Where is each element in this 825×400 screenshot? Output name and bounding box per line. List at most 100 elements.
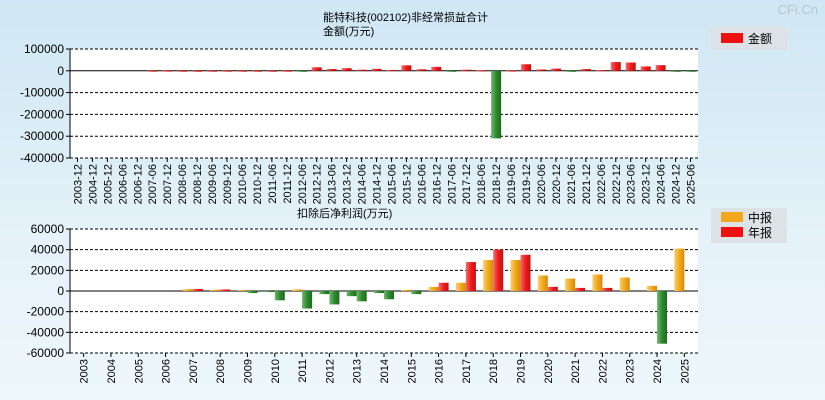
bar-interim bbox=[619, 277, 630, 291]
x-tick-label: 2015-06 bbox=[386, 164, 398, 204]
x-tick-label: 2022-12 bbox=[611, 164, 623, 204]
x-tick-label: 2010-06 bbox=[237, 164, 249, 204]
bar-interim bbox=[264, 291, 275, 292]
chart1-title: 能特科技(002102)非经常损益合计 bbox=[323, 10, 488, 24]
bar-annual bbox=[411, 291, 422, 295]
x-tick-label: 2021-12 bbox=[581, 164, 593, 204]
x-tick-label: 2018-12 bbox=[491, 164, 503, 204]
bar-amount bbox=[446, 70, 457, 72]
x-tick-label: 2010-12 bbox=[252, 164, 264, 204]
bar-amount bbox=[625, 62, 636, 71]
bar-amount bbox=[341, 68, 352, 71]
bar-amount bbox=[251, 70, 262, 72]
y-tick-label: -200000 bbox=[20, 107, 64, 121]
bar-annual bbox=[465, 262, 476, 291]
bar-amount bbox=[506, 70, 517, 72]
bar-interim bbox=[319, 291, 330, 295]
bar-annual bbox=[329, 291, 340, 305]
x-tick-label: 2024 bbox=[652, 359, 664, 383]
legend-swatch-amount bbox=[721, 33, 743, 43]
bar-annual bbox=[274, 291, 285, 301]
x-tick-label: 2022 bbox=[597, 359, 609, 383]
x-tick-label: 2011 bbox=[297, 359, 309, 383]
bar-interim bbox=[483, 260, 494, 291]
x-tick-label: 2007 bbox=[188, 359, 200, 383]
x-tick-label: 2005-12 bbox=[102, 164, 114, 204]
bar-amount bbox=[610, 62, 621, 71]
bar-interim bbox=[510, 260, 521, 291]
watermark: CFi.Cn bbox=[778, 2, 818, 17]
y-tick-label: -100000 bbox=[20, 86, 64, 100]
bar-amount bbox=[177, 70, 188, 72]
chart2-bars bbox=[182, 248, 685, 344]
bar-amount bbox=[326, 69, 337, 71]
x-tick-label: 2020 bbox=[543, 359, 555, 383]
bar-amount bbox=[670, 70, 681, 72]
x-tick-label: 2021 bbox=[570, 359, 582, 383]
x-tick-label: 2003 bbox=[79, 359, 91, 383]
bar-annual bbox=[302, 291, 313, 309]
y-tick-label: 40000 bbox=[31, 243, 65, 257]
x-tick-label: 2016 bbox=[434, 359, 446, 383]
x-tick-label: 2020-06 bbox=[536, 164, 548, 204]
x-tick-label: 2023 bbox=[625, 359, 637, 383]
chart2-title: 扣除后净利润(万元) bbox=[297, 206, 392, 220]
bar-amount bbox=[192, 70, 203, 72]
y-tick-label: -300000 bbox=[20, 129, 64, 143]
x-tick-label: 2008-06 bbox=[177, 164, 189, 204]
x-tick-label: 2010 bbox=[270, 359, 282, 383]
x-tick-label: 2016-06 bbox=[416, 164, 428, 204]
bar-amount bbox=[236, 70, 247, 72]
bar-amount bbox=[162, 70, 173, 72]
y-tick-label: 60000 bbox=[31, 222, 65, 236]
bar-interim bbox=[565, 278, 576, 291]
x-tick-label: 2017-12 bbox=[461, 164, 473, 204]
x-tick-label: 2022-06 bbox=[596, 164, 608, 204]
x-tick-label: 2005 bbox=[133, 359, 145, 383]
x-tick-label: 2020-12 bbox=[551, 164, 563, 204]
x-tick-label: 2014-12 bbox=[372, 164, 384, 204]
bar-amount bbox=[640, 66, 651, 71]
bar-interim bbox=[401, 289, 412, 291]
x-tick-label: 2019 bbox=[516, 359, 528, 383]
legend-swatch-interim bbox=[721, 212, 743, 222]
bar-interim bbox=[537, 275, 548, 291]
chart1-y-ticks: 100000 0 -100000 -200000 -300000 -400000 bbox=[20, 42, 71, 165]
legend-label-interim: 中报 bbox=[748, 210, 772, 225]
x-tick-label: 2008-12 bbox=[192, 164, 204, 204]
bar-interim bbox=[647, 285, 658, 291]
bar-amount bbox=[431, 66, 442, 71]
bar-amount bbox=[550, 68, 561, 71]
bar-annual bbox=[493, 249, 504, 291]
bar-amount bbox=[461, 69, 472, 71]
x-tick-label: 2003-12 bbox=[72, 164, 84, 204]
bar-annual bbox=[547, 286, 558, 291]
bar-amount bbox=[685, 70, 696, 72]
bar-amount bbox=[416, 69, 427, 71]
bar-annual bbox=[520, 254, 531, 291]
x-tick-label: 2021-06 bbox=[566, 164, 578, 204]
bar-interim bbox=[374, 291, 384, 294]
bar-annual bbox=[602, 287, 613, 291]
bar-amount bbox=[281, 70, 292, 72]
bar-interim bbox=[428, 286, 439, 291]
x-tick-label: 2014 bbox=[379, 359, 391, 383]
y-tick-label: -40000 bbox=[27, 325, 65, 339]
x-tick-label: 2018 bbox=[488, 359, 500, 383]
bar-annual bbox=[438, 282, 449, 291]
x-tick-label: 2004-12 bbox=[87, 164, 99, 204]
x-tick-label: 2011-06 bbox=[267, 164, 279, 204]
x-tick-label: 2025-06 bbox=[686, 164, 698, 204]
x-tick-label: 2006 bbox=[161, 359, 173, 383]
bar-interim bbox=[237, 289, 248, 291]
x-tick-label: 2012-12 bbox=[312, 164, 324, 204]
bar-amount bbox=[536, 69, 546, 71]
x-tick-label: 2006-06 bbox=[117, 164, 129, 204]
x-tick-label: 2006-12 bbox=[132, 164, 144, 204]
x-tick-label: 2016-12 bbox=[431, 164, 443, 204]
x-tick-label: 2013-12 bbox=[342, 164, 354, 204]
x-tick-label: 2024-12 bbox=[671, 164, 683, 204]
bar-annual bbox=[356, 291, 367, 302]
bar-amount bbox=[266, 70, 277, 72]
